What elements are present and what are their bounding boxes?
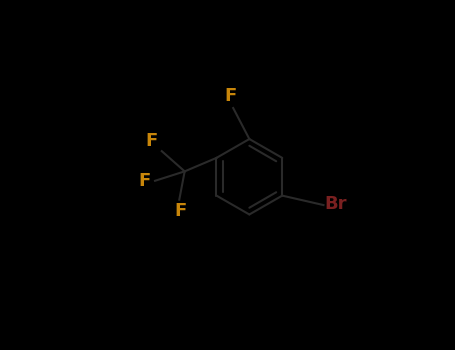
Text: Br: Br [325, 195, 347, 213]
Text: F: F [224, 88, 237, 105]
Text: F: F [146, 132, 158, 150]
Text: F: F [139, 172, 151, 190]
Text: F: F [175, 202, 187, 220]
